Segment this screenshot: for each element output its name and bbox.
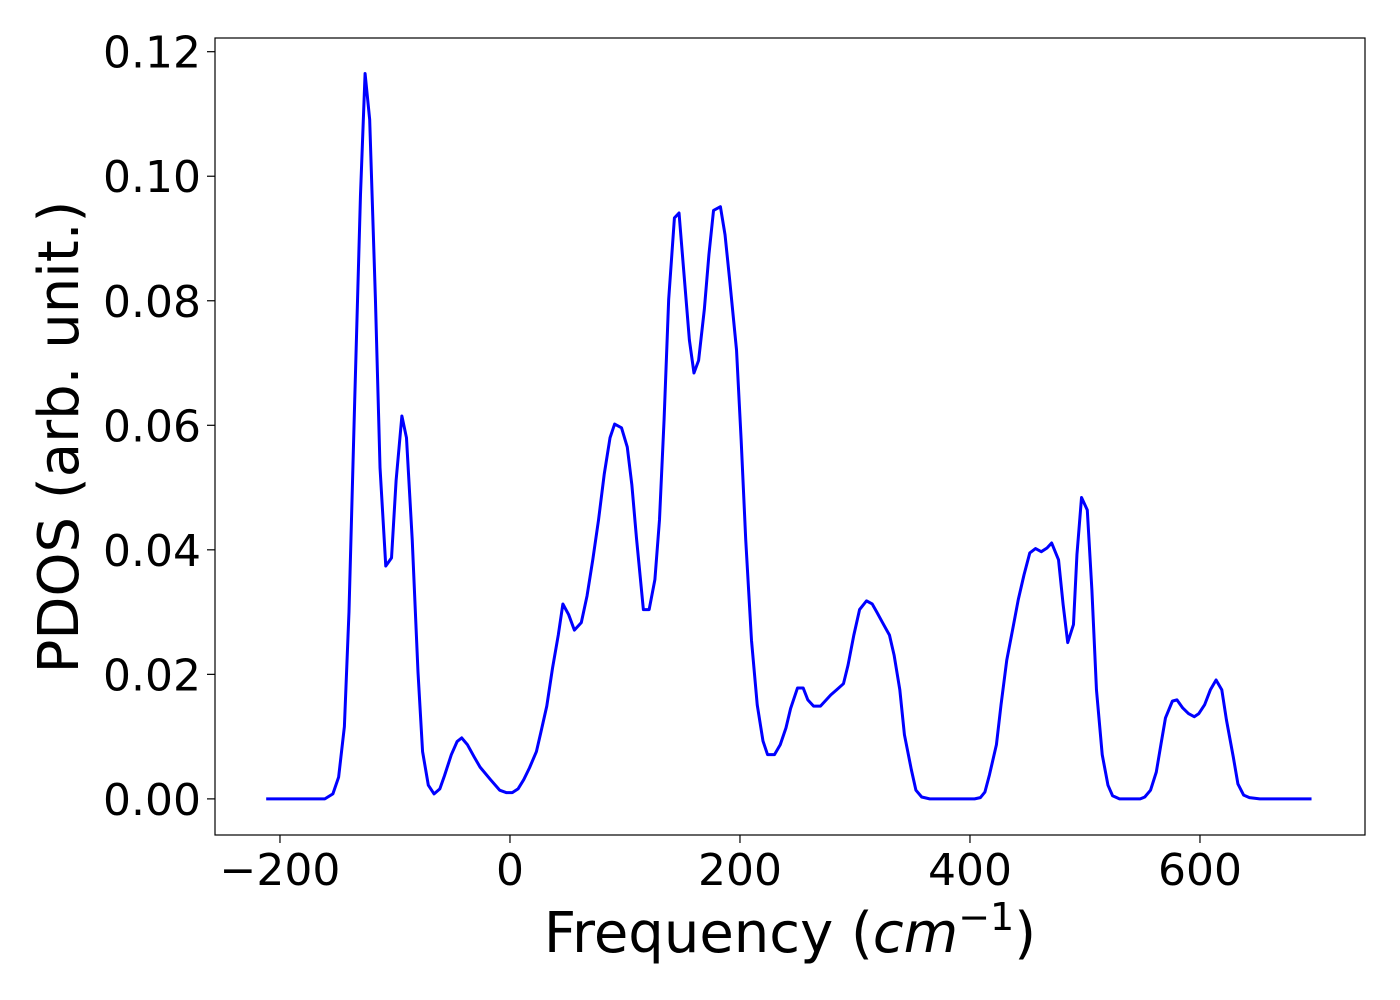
plot-frame <box>214 37 1366 836</box>
y-tick-label: 0.00 <box>103 775 201 826</box>
x-axis-label: Frequency (cm−1) <box>544 895 1036 966</box>
x-tick-label: −200 <box>220 845 341 896</box>
y-tick-label: 0.04 <box>103 526 201 577</box>
y-tick-label: 0.10 <box>103 152 201 203</box>
x-tick-label: 200 <box>698 845 782 896</box>
x-tick-label: 400 <box>928 845 1012 896</box>
y-tick-label: 0.06 <box>103 401 201 452</box>
data-line <box>266 71 1312 801</box>
x-tick-label: 600 <box>1158 845 1242 896</box>
y-axis-label: PDOS (arb. unit.) <box>27 201 92 674</box>
y-tick-label: 0.08 <box>103 277 201 328</box>
y-tick-label: 0.12 <box>103 28 201 79</box>
x-tick-label: 0 <box>496 845 524 896</box>
y-tick-label: 0.02 <box>103 650 201 701</box>
